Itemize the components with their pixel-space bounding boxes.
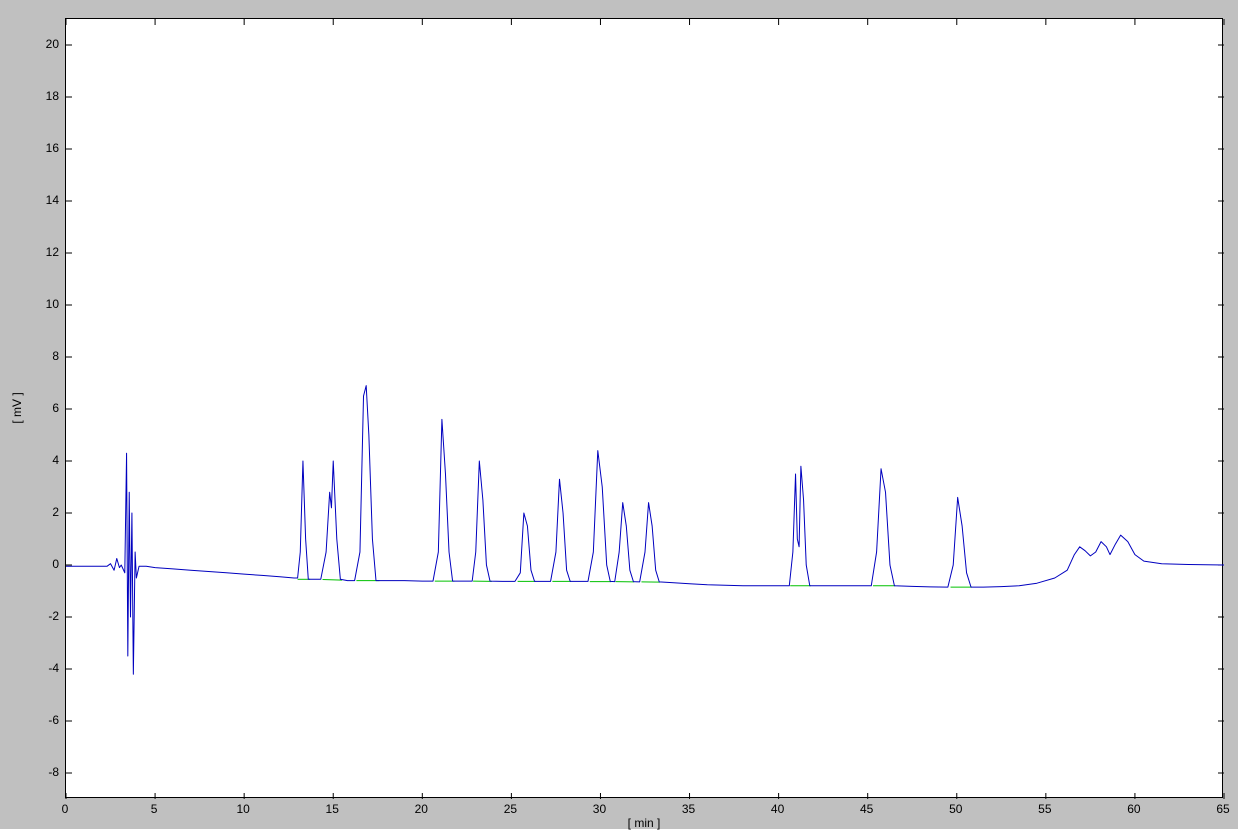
y-tick-label: 16 bbox=[29, 141, 59, 155]
y-tick-label: 12 bbox=[29, 245, 59, 259]
y-tick-label: 6 bbox=[29, 401, 59, 415]
y-tick-label: 0 bbox=[29, 557, 59, 571]
y-axis-label: [ mV ] bbox=[10, 392, 24, 423]
y-tick-label: -2 bbox=[29, 609, 59, 623]
x-tick-label: 15 bbox=[326, 802, 339, 816]
x-tick-label: 20 bbox=[415, 802, 428, 816]
y-tick-label: 2 bbox=[29, 505, 59, 519]
x-tick-label: 55 bbox=[1038, 802, 1051, 816]
series-signal bbox=[66, 386, 1224, 675]
y-tick-label: 20 bbox=[29, 37, 59, 51]
x-tick-label: 60 bbox=[1127, 802, 1140, 816]
y-tick-label: -4 bbox=[29, 661, 59, 675]
y-tick-label: 10 bbox=[29, 297, 59, 311]
x-tick-label: 40 bbox=[771, 802, 784, 816]
y-tick-label: 18 bbox=[29, 89, 59, 103]
x-tick-label: 30 bbox=[593, 802, 606, 816]
y-tick-label: -6 bbox=[29, 713, 59, 727]
y-tick-label: 4 bbox=[29, 453, 59, 467]
x-tick-label: 45 bbox=[860, 802, 873, 816]
y-tick-label: 14 bbox=[29, 193, 59, 207]
x-tick-label: 65 bbox=[1216, 802, 1229, 816]
x-tick-label: 35 bbox=[682, 802, 695, 816]
x-axis-label: [ min ] bbox=[628, 816, 661, 830]
x-tick-label: 50 bbox=[949, 802, 962, 816]
plot-svg bbox=[66, 19, 1224, 799]
x-tick-label: 0 bbox=[62, 802, 69, 816]
x-tick-label: 10 bbox=[236, 802, 249, 816]
y-tick-label: -8 bbox=[29, 765, 59, 779]
x-tick-label: 25 bbox=[504, 802, 517, 816]
x-tick-label: 5 bbox=[151, 802, 158, 816]
plot-area bbox=[65, 18, 1223, 798]
figure: 0 5 10 15 20 25 30 35 40 45 50 55 60 65 -8 -6 -4 -2 0 2 4 6 8… bbox=[0, 0, 1238, 829]
y-tick-label: 8 bbox=[29, 349, 59, 363]
